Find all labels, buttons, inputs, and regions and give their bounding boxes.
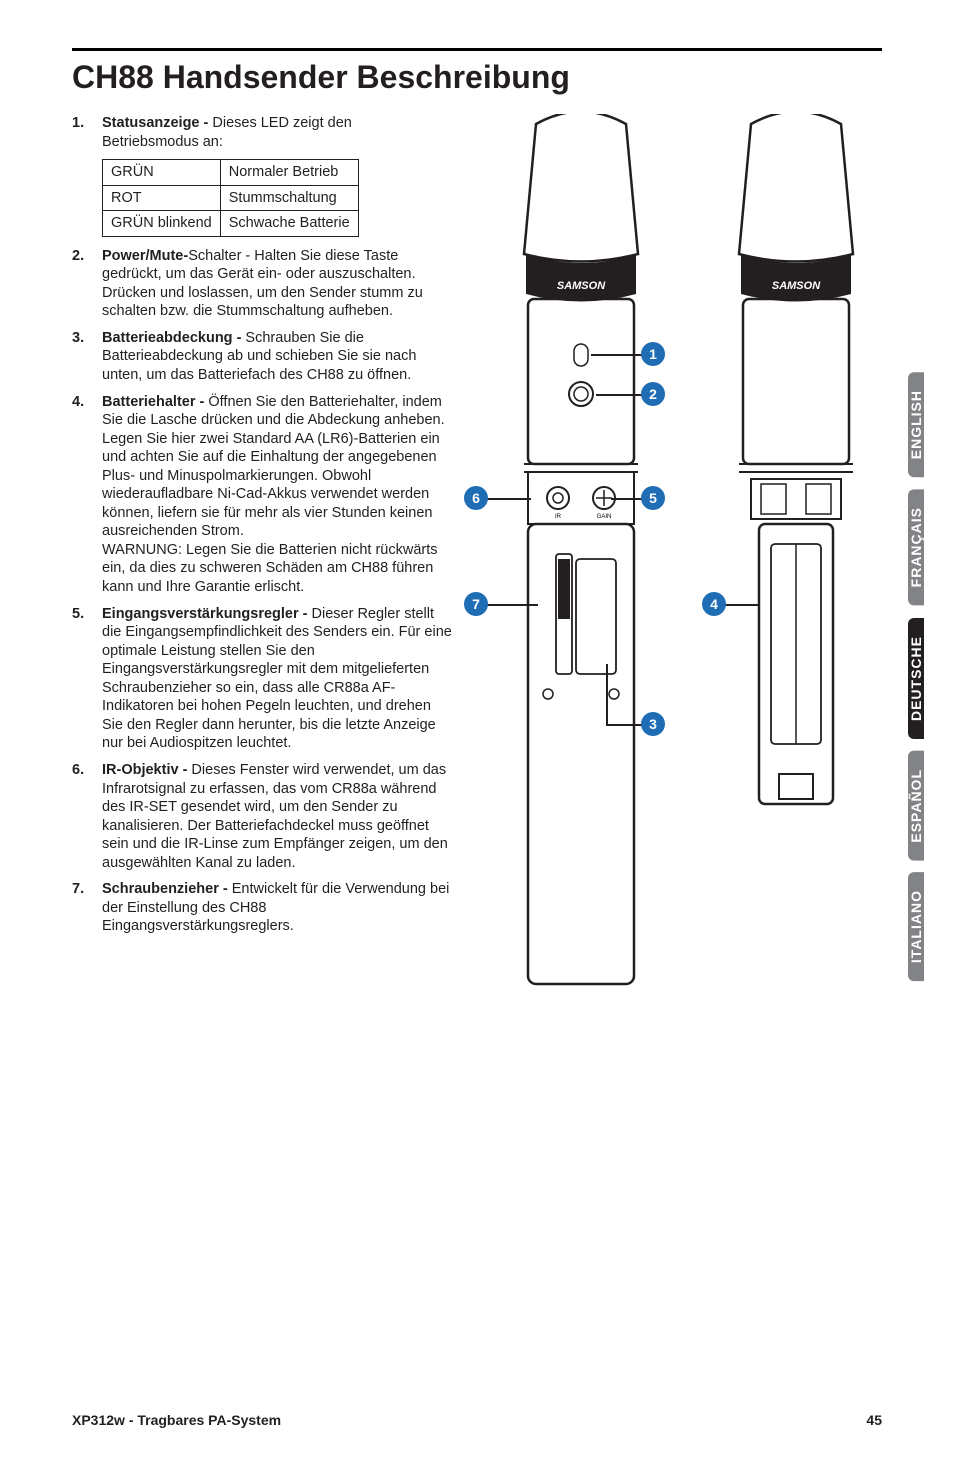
page-title: CH88 Handsender Beschreibung (72, 59, 882, 96)
brand-label: SAMSON (557, 280, 606, 292)
microphone-diagram: SAMSON (476, 114, 876, 1014)
callout-2: 2 (641, 382, 665, 406)
brand-label: SAMSON (772, 280, 821, 292)
callout-5: 5 (641, 486, 665, 510)
item-head: Schraubenzieher - (102, 881, 228, 897)
status-table: GRÜNNormaler Betrieb ROTStummschaltung G… (102, 159, 359, 237)
item-text2: WARNUNG: Legen Sie die Batterien nicht r… (102, 542, 438, 595)
callout-7: 7 (464, 592, 488, 616)
item-head: Eingangsverstärkungsregler - (102, 606, 308, 622)
callout-4: 4 (702, 592, 726, 616)
footer-page: 45 (866, 1412, 882, 1428)
text-column: 1. Statusanzeige - Dieses LED zeigt den … (72, 114, 452, 1014)
tab-francais[interactable]: FRANÇAIS (908, 489, 924, 605)
item-text: Dieser Regler stellt die Eingangsempfind… (102, 606, 452, 752)
leader-line (606, 724, 643, 726)
svg-text:GAIN: GAIN (597, 514, 612, 520)
tab-espanol[interactable]: ESPAÑOL (908, 751, 924, 861)
item-num: 5. (72, 605, 102, 753)
svg-text:IR: IR (555, 514, 562, 520)
item-head: Statusanzeige - (102, 115, 208, 131)
callout-6: 6 (464, 486, 488, 510)
top-rule (72, 48, 882, 51)
language-tabs: ENGLISH FRANÇAIS DEUTSCHE ESPAÑOL ITALIA… (908, 372, 954, 993)
item-head: IR-Objektiv - (102, 762, 187, 778)
item-head: Power/Mute- (102, 248, 188, 264)
tab-italiano[interactable]: ITALIANO (908, 872, 924, 981)
tab-deutsche[interactable]: DEUTSCHE (908, 618, 924, 739)
item-head: Batteriehalter - (102, 394, 204, 410)
item-num: 6. (72, 761, 102, 872)
item-num: 1. (72, 114, 102, 151)
table-row: GRÜNNormaler Betrieb (103, 160, 359, 186)
footer-model: XP312w - Tragbares PA-System (72, 1412, 281, 1428)
leader-line (611, 498, 643, 500)
item-num: 7. (72, 880, 102, 936)
table-row: ROTStummschaltung (103, 185, 359, 211)
leader-line (591, 354, 643, 356)
leader-line (596, 394, 643, 396)
item-num: 4. (72, 393, 102, 597)
callout-1: 1 (641, 342, 665, 366)
leader-line (606, 664, 608, 724)
item-text: Öffnen Sie den Batteriehalter, indem Sie… (102, 394, 445, 540)
item-text: Dieses Fenster wird verwendet, um das In… (102, 762, 448, 871)
table-row: GRÜN blinkendSchwache Batterie (103, 211, 359, 237)
item-num: 3. (72, 329, 102, 385)
callout-3: 3 (641, 712, 665, 736)
tab-english[interactable]: ENGLISH (908, 372, 924, 477)
item-num: 2. (72, 247, 102, 321)
item-head: Batterieabdeckung - (102, 330, 241, 346)
